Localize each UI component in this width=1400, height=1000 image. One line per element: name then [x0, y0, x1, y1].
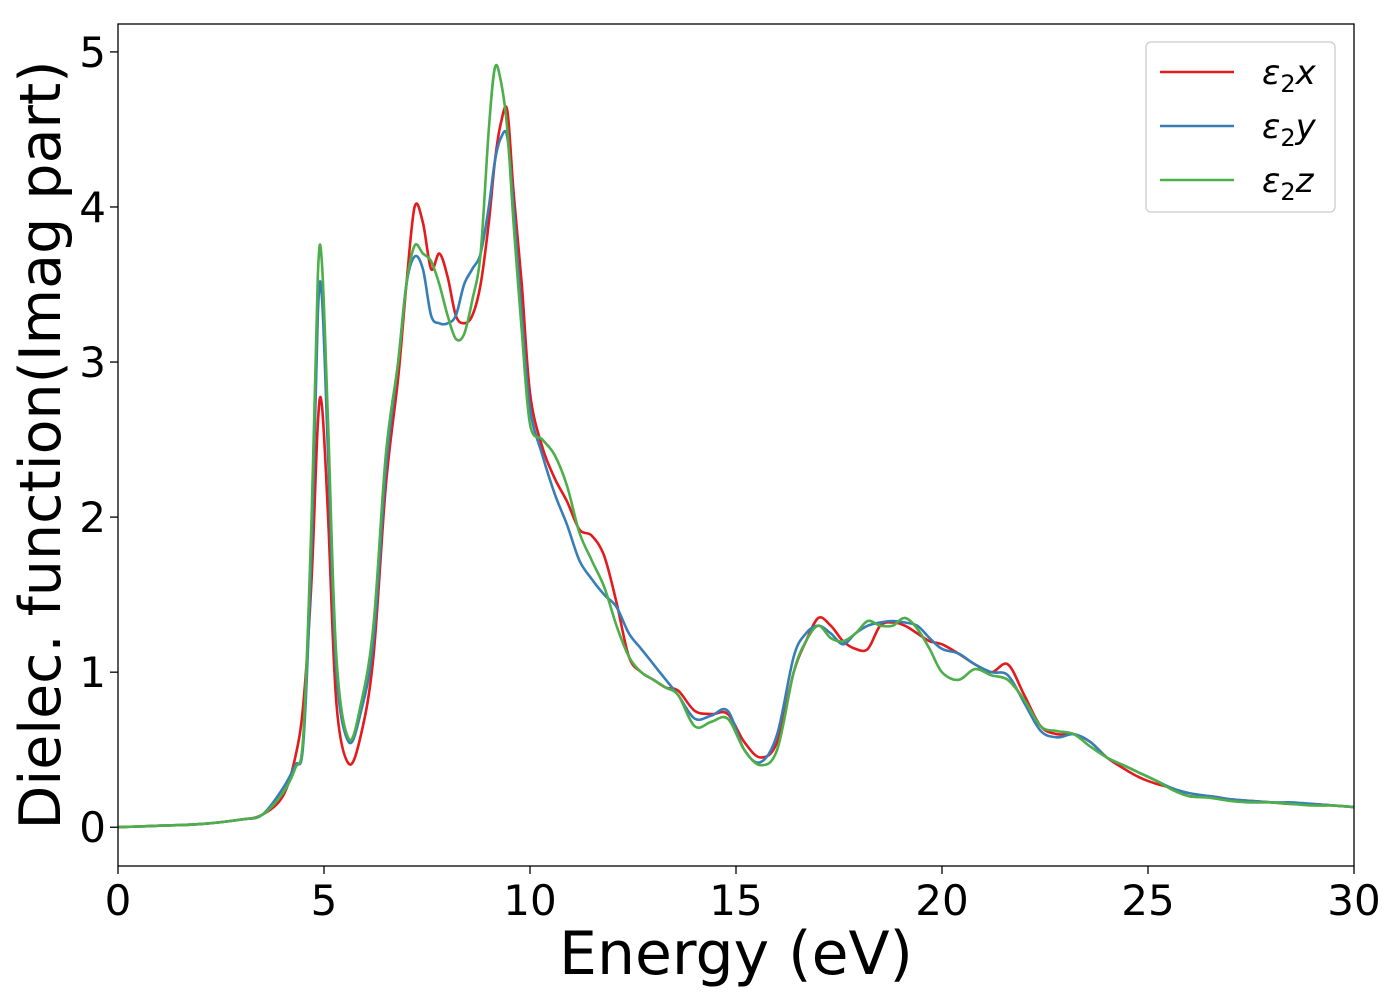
series-line-2	[118, 129, 1354, 829]
legend: ε2x ε2y ε2z	[1145, 41, 1336, 213]
y-tick-label: 4	[79, 183, 106, 232]
x-axis-label: Energy (eV)	[559, 919, 913, 989]
y-tick-label: 5	[79, 28, 106, 77]
y-tick-label: 0	[79, 803, 106, 852]
y-axis-label: Dielec. function(Imag part)	[8, 60, 74, 829]
x-tick-label: 30	[1327, 876, 1380, 925]
x-tick-label: 25	[1121, 876, 1174, 925]
series-lines	[118, 63, 1354, 829]
x-tick-label: 10	[503, 876, 556, 925]
legend-label: ε2x	[1262, 53, 1317, 98]
x-tick-label: 20	[915, 876, 968, 925]
y-tick-label: 1	[79, 648, 106, 697]
x-tick-label: 5	[311, 876, 338, 925]
legend-label: ε2z	[1262, 161, 1315, 206]
series-line-3	[118, 63, 1354, 829]
x-tick-label: 15	[709, 876, 762, 925]
axis-ticks: 0 5 10 15 20 25 30 0 1 2 3 4 5	[79, 28, 1380, 925]
y-tick-label: 3	[79, 338, 106, 387]
plot-frame	[117, 23, 1355, 867]
legend-box	[1145, 41, 1336, 213]
x-tick-label: 0	[105, 876, 132, 925]
legend-label: ε2y	[1262, 107, 1317, 152]
y-tick-label: 2	[79, 493, 106, 542]
